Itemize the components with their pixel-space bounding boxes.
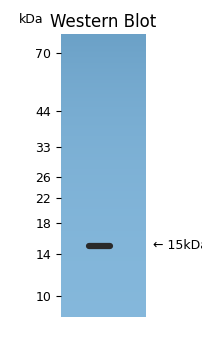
Title: Western Blot: Western Blot	[50, 13, 156, 31]
Text: kDa: kDa	[19, 13, 43, 26]
Text: ← 15kDa: ← 15kDa	[152, 239, 202, 252]
